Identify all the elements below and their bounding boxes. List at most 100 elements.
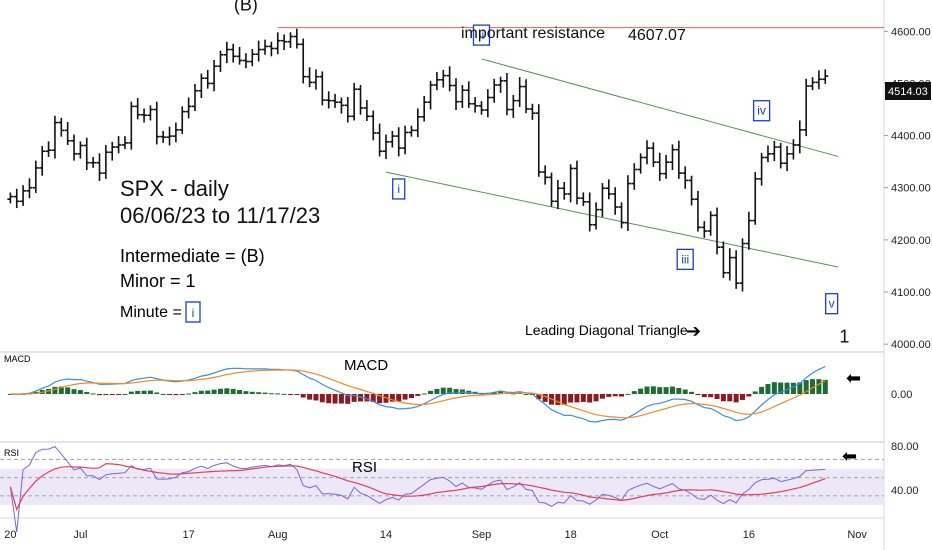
ohlc-bar (230, 43, 237, 63)
macd-histogram-bar (52, 386, 58, 394)
x-tick-label: Sep (472, 529, 492, 541)
macd-histogram-bar (689, 391, 695, 394)
ohlc-bar (605, 179, 612, 200)
macd-zero-tick: 0.00 (891, 389, 912, 401)
ohlc-bar (109, 141, 116, 161)
rsi-tick-80: 80.00 (891, 441, 919, 453)
ohlc-bar (217, 50, 224, 72)
rsi-ma-line (9, 463, 826, 512)
macd-histogram-bar (701, 394, 707, 398)
macd-histogram-bar (810, 379, 816, 394)
ohlc-bar (644, 140, 651, 165)
trendline (481, 58, 839, 157)
ohlc-bar (325, 91, 332, 109)
macd-histogram-bar (778, 382, 784, 394)
macd-histogram-bar (389, 394, 395, 402)
ohlc-bar (822, 69, 829, 84)
ohlc-bar (790, 139, 797, 160)
macd-histogram-bar (555, 394, 561, 405)
legend-intermediate: Intermediate = (B) (120, 246, 265, 266)
wave-label: (B) (234, 0, 258, 14)
ohlc-bar (688, 175, 695, 206)
macd-histogram-bar (319, 394, 325, 403)
x-axis: 20Jul17Aug14Sep18Oct16Nov14 (4, 529, 867, 541)
ohlc-bar (726, 248, 733, 281)
macd-histogram-bar (440, 387, 446, 394)
price-tick-label: 4000.00 (891, 339, 931, 351)
ohlc-bar (637, 153, 644, 174)
macd-histogram-bar (682, 389, 688, 394)
ohlc-bar (389, 130, 396, 148)
ohlc-bar (147, 105, 154, 121)
ohlc-bar (96, 153, 103, 181)
ohlc-bar (650, 142, 657, 167)
ohlc-bar (580, 192, 587, 206)
macd-histogram-bar (345, 394, 351, 404)
ohlc-bar (714, 207, 721, 255)
ohlc-bar (255, 40, 262, 62)
minute-box (185, 301, 201, 323)
macd-histogram-bar (752, 391, 758, 394)
macd-histogram-bar (167, 394, 173, 395)
last-price-tag (885, 82, 931, 100)
ohlc-bar (141, 108, 148, 123)
macd-histogram-bar (90, 393, 96, 395)
ohlc-bar (395, 127, 402, 157)
macd-histogram-bar (135, 390, 141, 394)
macd-histogram-bar (307, 394, 313, 400)
macd-histogram-bar (580, 394, 586, 402)
ohlc-bar (567, 164, 574, 203)
ohlc-bar (58, 117, 65, 137)
wave-label-box (752, 100, 771, 122)
ohlc-bar (249, 49, 256, 67)
ldt-arrow: ➔ (686, 321, 701, 341)
macd-histogram-bar (192, 392, 198, 394)
macd-histogram-bar (370, 394, 376, 403)
macd-histogram-bar (256, 392, 262, 394)
macd-histogram-bar (447, 387, 453, 394)
ohlc-bar (771, 140, 778, 162)
ohlc-bar (675, 140, 682, 179)
macd-histogram-bar (612, 394, 618, 397)
macd-histogram-bar (453, 389, 459, 394)
ohlc-bar (223, 41, 230, 64)
minute-box-label: i (192, 306, 195, 320)
price-tick-label: 4600.00 (891, 26, 931, 38)
ohlc-bar (363, 100, 370, 121)
price-tick-label: 4400.00 (891, 131, 931, 143)
ohlc-bar (115, 136, 122, 154)
ohlc-bar (421, 95, 428, 122)
wave-label: ii (479, 28, 484, 42)
ohlc-bar (612, 187, 619, 215)
wave-label: i (397, 182, 400, 196)
ohlc-bar (656, 152, 663, 181)
macd-histogram-bar (663, 387, 669, 394)
ohlc-bar (707, 211, 714, 236)
ohlc-bars (7, 28, 829, 292)
ohlc-bar (7, 192, 14, 204)
wave-label-box (392, 178, 406, 200)
price-tick-label: 4200.00 (891, 235, 931, 247)
ohlc-bar (20, 185, 27, 206)
macd-histogram-bar (523, 393, 529, 395)
ohlc-bar (815, 70, 822, 90)
macd-histogram-bar (695, 394, 701, 396)
macd-histogram-bar (784, 382, 790, 394)
trendline (385, 171, 839, 268)
macd-histogram-bar (644, 386, 650, 394)
ohlc-bar (459, 85, 466, 108)
ohlc-bar (510, 94, 517, 118)
ohlc-bar (402, 125, 409, 155)
macd-histogram-bar (669, 386, 675, 394)
ohlc-bar (51, 115, 58, 159)
macd-histogram-bar (358, 394, 364, 402)
ohlc-bar (281, 34, 288, 51)
macd-histogram-bar (198, 390, 204, 394)
macd-histogram-bar (797, 382, 803, 394)
macd-arrow: ⬅ (846, 368, 861, 388)
date-range: 06/06/23 to 11/17/23 (120, 203, 320, 228)
ohlc-bar (631, 163, 638, 190)
ohlc-bar (312, 69, 319, 90)
macd-histogram-bar (186, 393, 192, 395)
